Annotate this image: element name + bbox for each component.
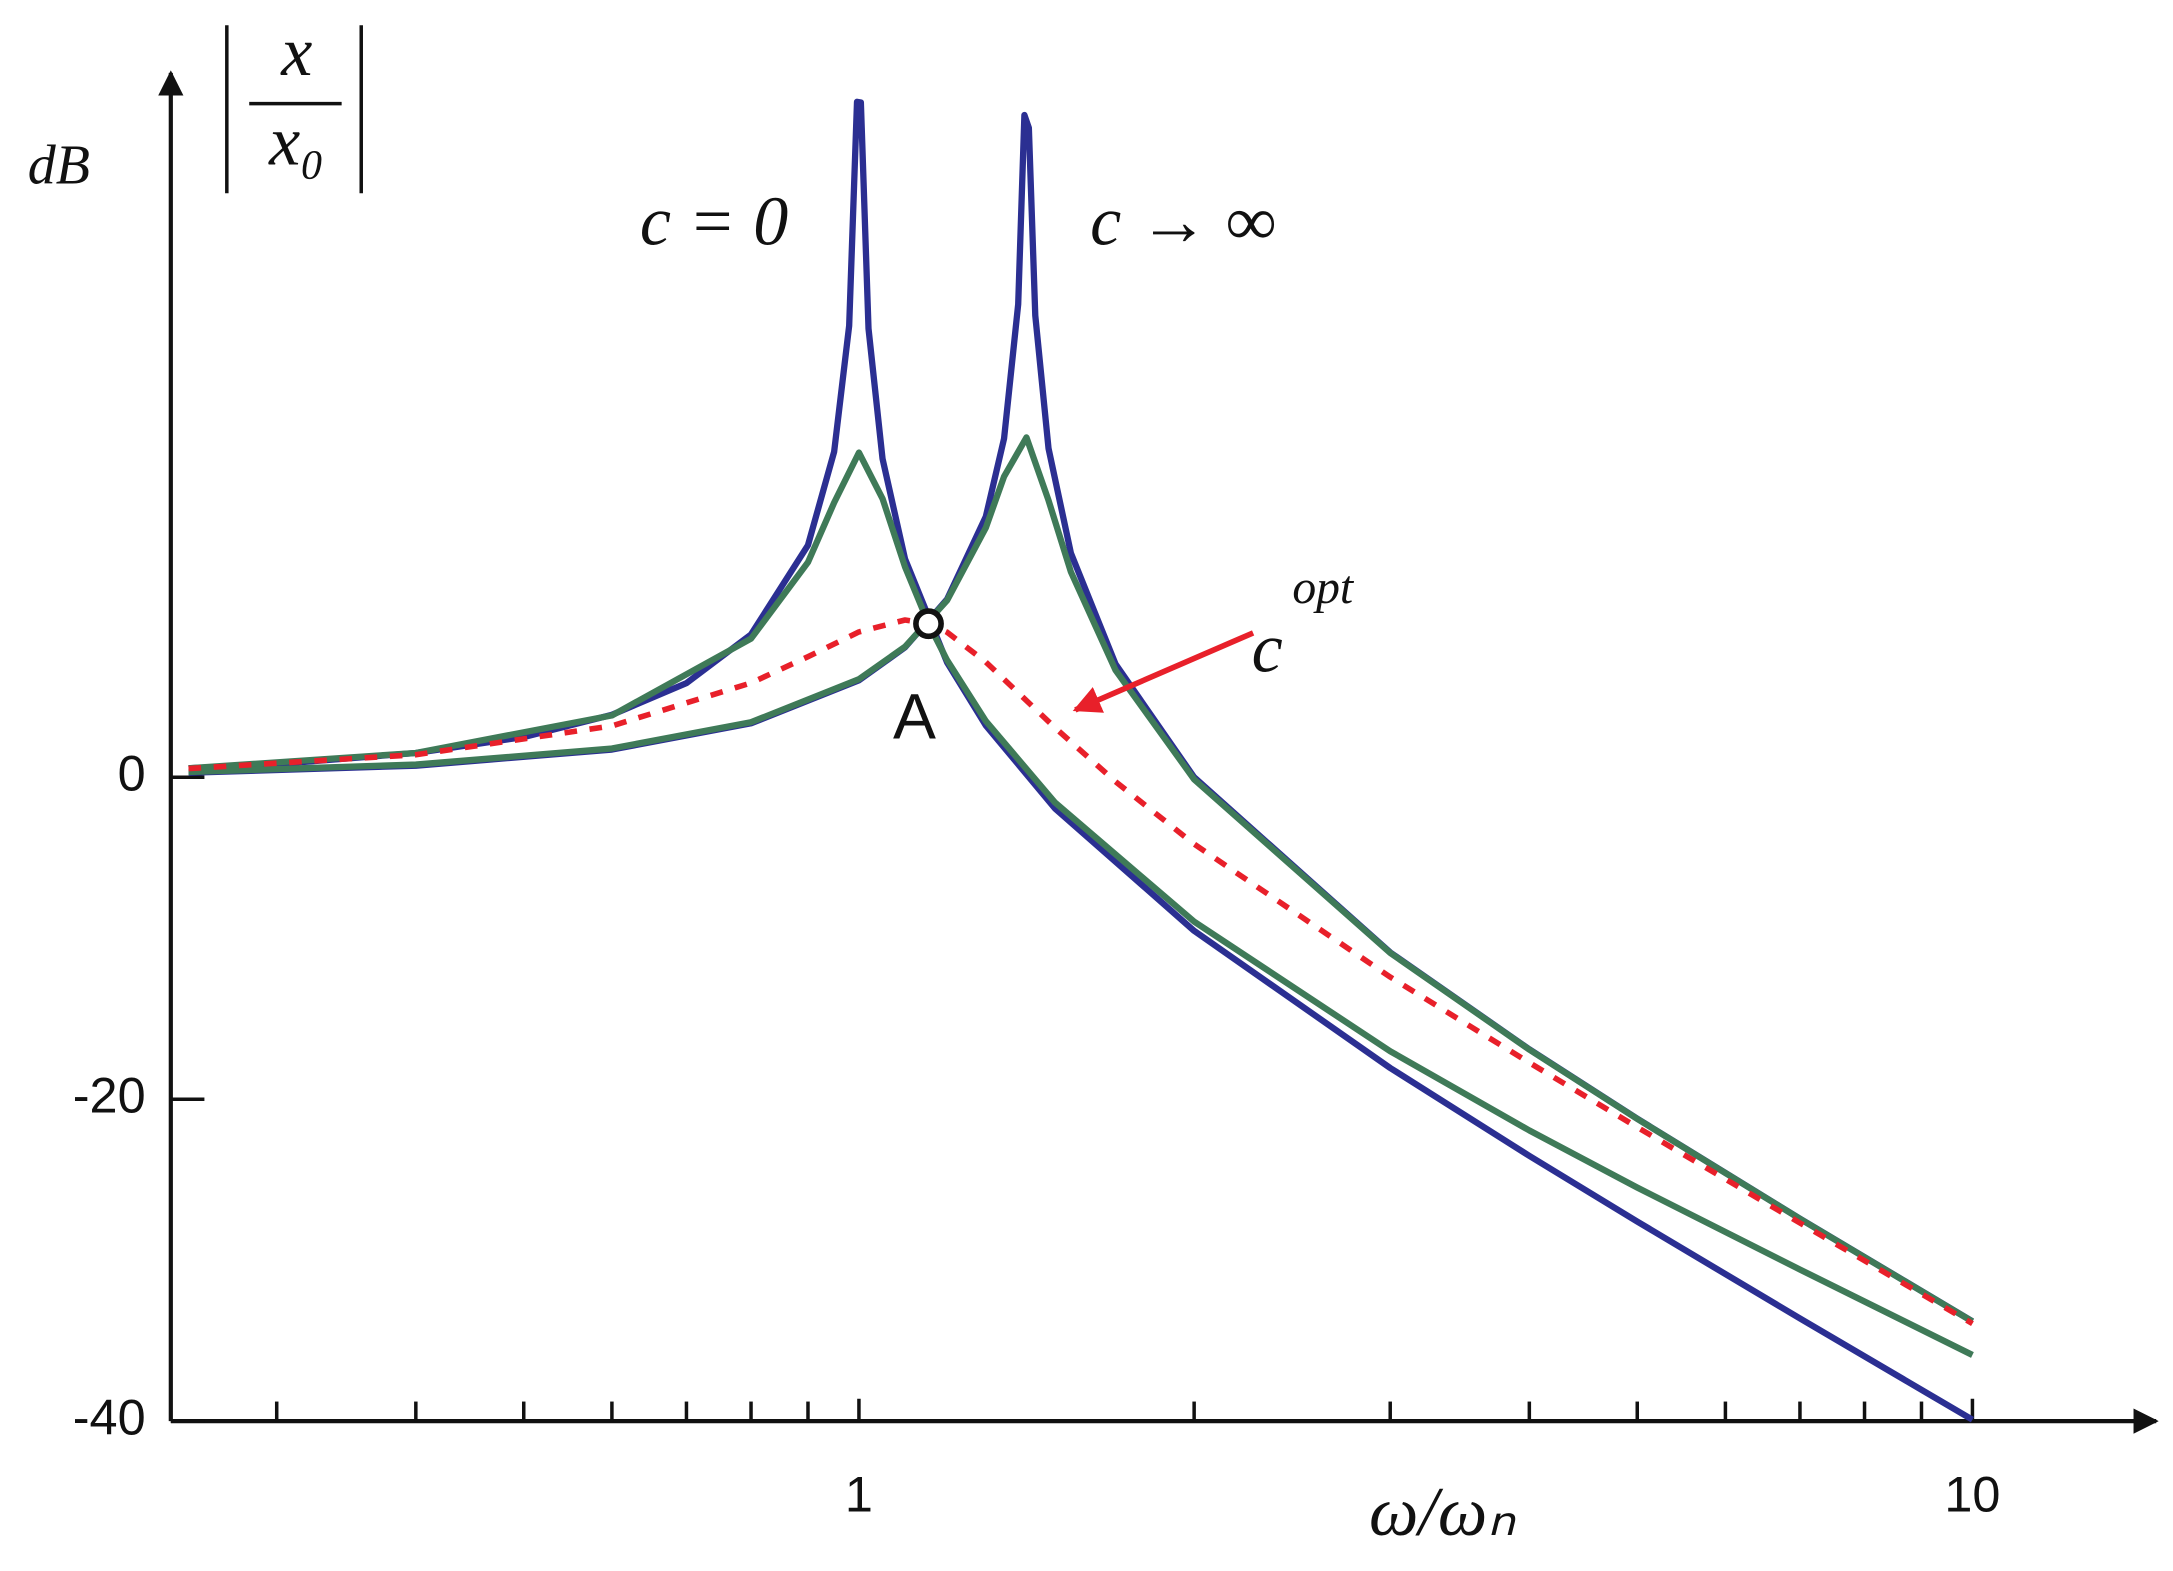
annotation-arrow (1072, 630, 1255, 713)
y-tick-label: -40 (73, 1388, 146, 1445)
point-marker (913, 608, 944, 640)
x-tick-label: 1 (845, 1465, 873, 1522)
x-label: ω/ωₙ (1369, 1474, 1516, 1551)
x-tick-label: 10 (1944, 1465, 2000, 1522)
curve-label: c → ∞ (1090, 183, 1276, 260)
point-label: A (893, 681, 936, 753)
y-tick-label: 0 (118, 745, 146, 802)
series-line (188, 617, 1974, 1327)
y-label: dB (28, 135, 90, 197)
curve-label-superscript: opt (1292, 562, 1355, 614)
curve-label: c (1252, 610, 1283, 687)
series-line (188, 111, 1975, 1325)
y-label-numerator: x (280, 14, 312, 91)
y-tick-label: -20 (73, 1067, 146, 1124)
curve-label: c = 0 (640, 183, 788, 260)
y-label-denominator: x₀ (268, 104, 324, 181)
series-line (188, 434, 1975, 1325)
